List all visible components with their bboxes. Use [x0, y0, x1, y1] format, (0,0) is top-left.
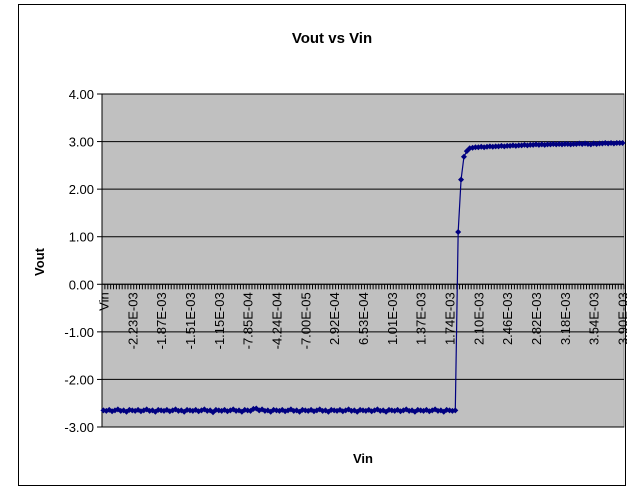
x-tick-label: -1.15E-03: [212, 292, 227, 349]
y-tick-label: -1.00: [64, 325, 94, 340]
x-tick-label: -7.85E-04: [241, 292, 256, 349]
data-point: [458, 176, 465, 183]
x-tick-label: -7.00E-05: [298, 292, 313, 349]
x-tick-label: 2.46E-03: [500, 292, 515, 345]
x-tick-label: Vin: [96, 292, 111, 311]
x-tick-label: 2.92E-04: [327, 292, 342, 345]
x-tick-label: -1.87E-03: [154, 292, 169, 349]
x-tick-label: 3.90E-03: [616, 292, 627, 345]
x-tick-label: 2.10E-03: [471, 292, 486, 345]
data-point: [455, 228, 462, 235]
y-axis-title: Vout: [32, 247, 47, 276]
x-axis-title: Vin: [353, 451, 373, 466]
y-tick-label: 2.00: [69, 182, 94, 197]
y-tick-label: 1.00: [69, 230, 94, 245]
x-tick-label: 1.01E-03: [385, 292, 400, 345]
x-tick-label: -4.24E-04: [269, 292, 284, 349]
x-tick-label: 3.54E-03: [587, 292, 602, 345]
y-tick-label: 0.00: [69, 277, 94, 292]
data-point: [619, 139, 626, 146]
y-tick-label: 3.00: [69, 135, 94, 150]
x-tick-label: 3.18E-03: [558, 292, 573, 345]
x-tick-label: -2.23E-03: [125, 292, 140, 349]
data-point: [452, 407, 459, 414]
x-tick-label: -1.51E-03: [183, 292, 198, 349]
x-tick-label: 1.37E-03: [414, 292, 429, 345]
plot-area: [101, 93, 625, 428]
y-tick-label: -2.00: [64, 372, 94, 387]
y-tick-label: -3.00: [64, 420, 94, 435]
x-tick-label: 6.53E-04: [356, 292, 371, 345]
y-tick-label: 4.00: [69, 87, 94, 102]
x-tick-label: 1.74E-03: [443, 292, 458, 345]
chart-title: Vout vs Vin: [292, 30, 372, 47]
x-tick-label: 2.82E-03: [529, 292, 544, 345]
data-point: [460, 153, 467, 160]
